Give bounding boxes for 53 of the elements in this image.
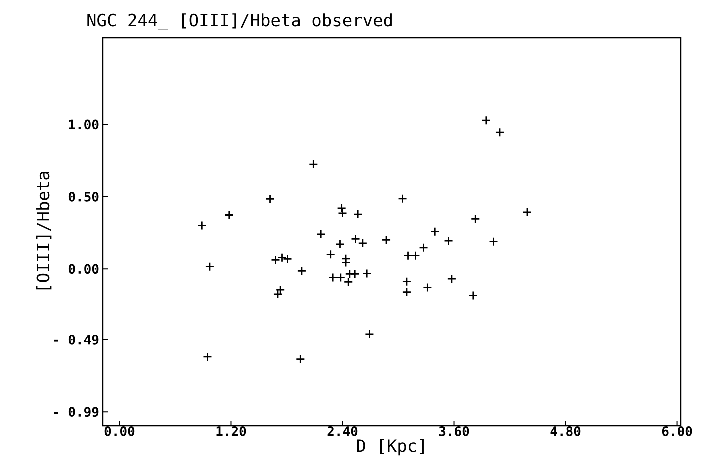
point	[402, 288, 412, 298]
point	[273, 290, 283, 300]
point	[402, 277, 412, 287]
x-tick-label: 4.80	[550, 426, 581, 436]
y-tick-label: 1.00	[69, 120, 99, 130]
point	[398, 194, 408, 204]
point	[341, 258, 351, 268]
point	[419, 243, 428, 253]
point	[422, 283, 432, 292]
point	[365, 330, 374, 340]
point	[489, 237, 498, 247]
chart-title: NGC 244_ [OIII]/Hbeta observed	[88, 14, 392, 31]
point	[308, 160, 318, 170]
point	[326, 250, 336, 260]
point	[266, 194, 275, 204]
y-tick-label: - 0.49	[54, 334, 99, 345]
point	[350, 269, 360, 279]
point	[404, 251, 413, 261]
point	[297, 266, 307, 276]
point	[362, 269, 372, 278]
x-tick-label: 6.00	[662, 426, 692, 436]
point	[470, 214, 480, 224]
point	[468, 291, 478, 300]
point	[205, 262, 215, 272]
point	[522, 208, 532, 218]
point	[495, 128, 505, 138]
y-tick-label: 0.50	[68, 192, 99, 202]
point	[271, 255, 280, 265]
x-tick-label: 0.00	[104, 426, 135, 436]
point	[430, 227, 440, 237]
point	[444, 236, 454, 246]
x-tick-label: 3.60	[439, 426, 470, 436]
point	[328, 273, 338, 282]
point	[344, 277, 354, 287]
x-tick-label: 2.40	[328, 426, 358, 436]
y-tick-label: - 0.99	[54, 407, 99, 418]
y-axis-title: [OIII]/Hbeta	[36, 172, 52, 290]
x-tick-label: 1.20	[216, 426, 246, 436]
point	[336, 240, 345, 250]
point	[447, 274, 457, 284]
y-tick-label: 0.00	[68, 264, 99, 274]
point	[224, 210, 234, 220]
point	[316, 230, 326, 240]
x-axis-title: D [Kpc]	[357, 439, 424, 456]
point	[296, 354, 306, 364]
point	[353, 210, 363, 220]
point	[336, 273, 346, 282]
point	[482, 116, 492, 126]
point	[203, 352, 212, 362]
point	[276, 285, 286, 295]
point	[382, 236, 392, 245]
point	[411, 251, 420, 261]
point	[197, 221, 207, 230]
